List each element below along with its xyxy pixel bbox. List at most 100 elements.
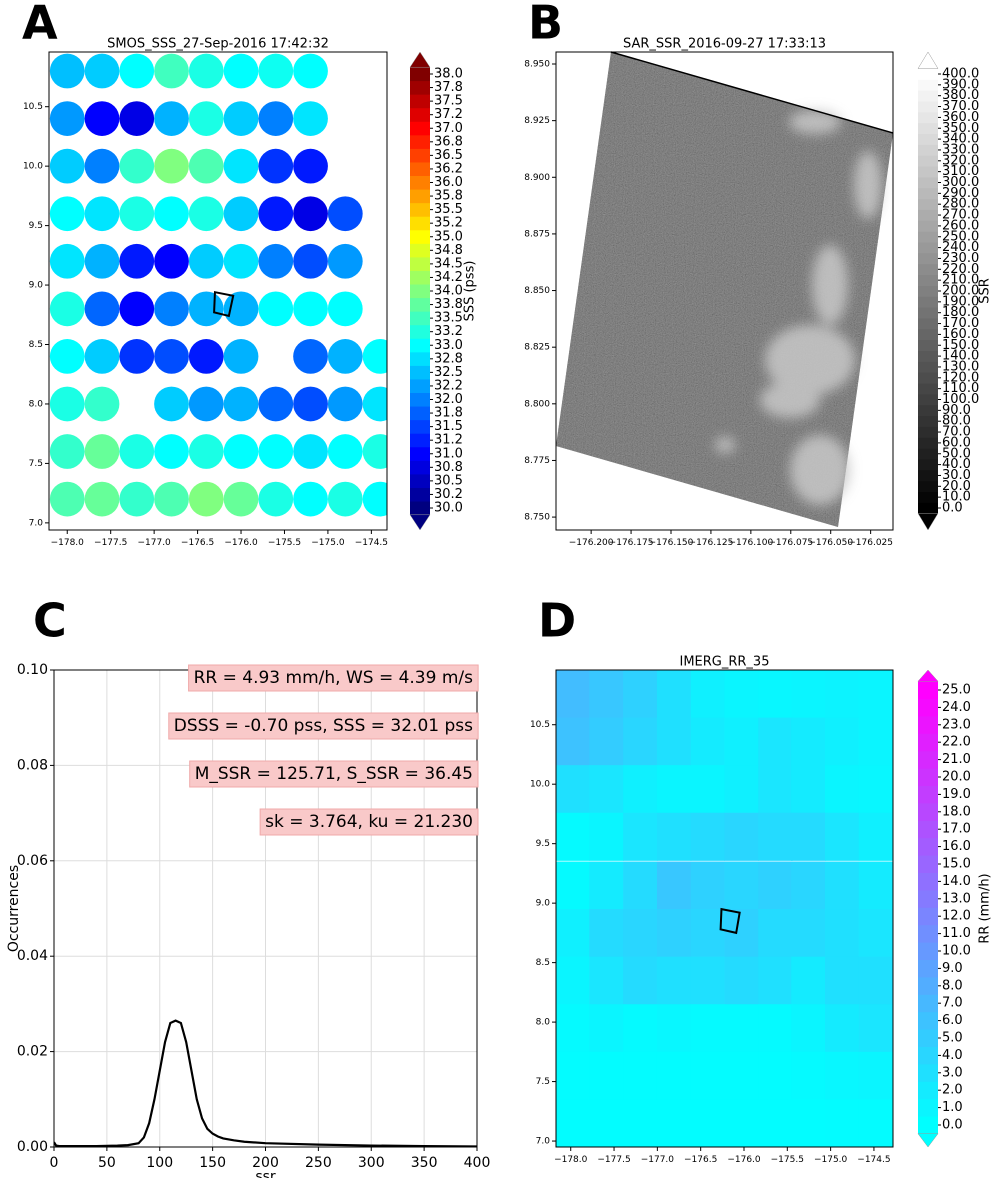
colorbar-band — [410, 460, 430, 475]
colorbar-tick-label: 6.0 — [942, 1013, 963, 1028]
plot-area — [556, 670, 893, 1147]
colorbar-tick-label: 32.5 — [434, 365, 463, 380]
heat-cell — [824, 1051, 860, 1100]
colorbar-tick-label: 36.2 — [434, 161, 463, 176]
heat-cell — [824, 1099, 860, 1147]
heat-cell — [758, 1004, 793, 1053]
data-point — [84, 53, 120, 89]
colorbar-tick-label: 20.0 — [942, 479, 971, 494]
data-point — [327, 386, 363, 422]
x-tick-label: 200 — [252, 1155, 279, 1171]
colorbar-band — [918, 220, 938, 232]
heat-cell — [556, 861, 590, 910]
y-tick-label: 0.08 — [17, 757, 48, 773]
colorbar-tick-label: 180.0 — [942, 305, 979, 320]
chart-title: SAR_SSR_2016-09-27 17:33:13 — [623, 37, 826, 52]
colorbar-tick-label: 18.0 — [942, 804, 971, 819]
heat-cell — [556, 717, 590, 766]
x-tick-label: −177.5 — [597, 1155, 630, 1165]
colorbar-band — [410, 487, 430, 502]
data-point — [258, 148, 294, 184]
heat-cell — [758, 1099, 793, 1147]
data-point — [49, 291, 85, 327]
heat-cell — [623, 956, 658, 1005]
colorbar-band — [918, 855, 938, 873]
colorbar-tick-label: 30.5 — [434, 473, 463, 488]
data-point — [293, 243, 328, 279]
y-tick-label: 8.925 — [524, 116, 550, 126]
x-tick-label: −176.175 — [609, 538, 654, 548]
colorbar-band — [410, 216, 430, 231]
colorbar-band — [918, 448, 938, 460]
heat-cell — [589, 1099, 624, 1147]
colorbar-band — [918, 1116, 938, 1134]
heat-cell — [623, 717, 658, 766]
colorbar-tick-label: 36.0 — [434, 175, 463, 190]
colorbar-tick-label: 160.0 — [942, 327, 979, 342]
x-tick-label: −177.5 — [94, 538, 127, 548]
colorbar-band — [918, 491, 938, 503]
data-point — [119, 243, 155, 279]
colorbar-band — [918, 79, 938, 91]
colorbar-tick-label: 5.0 — [942, 1031, 963, 1046]
colorbar-band — [918, 889, 938, 908]
colorbar-band — [410, 392, 430, 407]
colorbar-tick-label: 110.0 — [942, 381, 979, 396]
colorbar-band — [918, 350, 938, 362]
colorbar-band — [918, 994, 938, 1013]
colorbar-tick-label: 380.0 — [942, 88, 979, 103]
data-point — [258, 101, 294, 136]
sar-image — [556, 51, 894, 527]
colorbar-band — [410, 324, 430, 339]
colorbar-band — [918, 274, 938, 286]
colorbar-tick-label: 4.0 — [942, 1048, 963, 1063]
colorbar-tick-label: 37.2 — [434, 107, 463, 122]
heat-cell — [623, 909, 658, 958]
colorbar-tick-label: 30.0 — [942, 468, 971, 483]
sar-edge — [610, 51, 894, 134]
colorbar-band — [918, 480, 938, 493]
heat-cell — [690, 717, 725, 766]
colorbar-band — [918, 372, 938, 384]
colorbar-tick-label: 170.0 — [942, 316, 979, 331]
data-point — [154, 101, 189, 136]
colorbar-band — [410, 338, 430, 353]
heat-cell — [556, 1051, 590, 1100]
colorbar-tick-label: 40.0 — [942, 457, 971, 472]
colorbar-tick-label: 31.0 — [434, 446, 463, 461]
y-axis-label: Occurrences — [6, 865, 22, 952]
colorbar-band — [410, 351, 430, 366]
data-point — [49, 386, 85, 422]
colorbar-tick-label: 30.2 — [434, 487, 463, 502]
data-point — [188, 196, 224, 232]
colorbar-tick-label: 32.8 — [434, 351, 463, 366]
panel-label: C — [33, 594, 67, 648]
colorbar-label: SSS (pss) — [463, 261, 478, 322]
colorbar-band — [918, 437, 938, 449]
colorbar-band — [410, 229, 430, 244]
x-tick-label: −176.075 — [768, 538, 813, 548]
colorbar-tick-label: 1.0 — [942, 1100, 963, 1115]
colorbar-band — [918, 1011, 938, 1030]
x-tick-label: −176.0 — [727, 1155, 761, 1165]
data-point — [293, 386, 328, 422]
data-point — [119, 53, 155, 89]
colorbar-tick-label: 140.0 — [942, 349, 979, 364]
colorbar-band — [918, 111, 938, 124]
data-point — [154, 291, 189, 327]
data-point — [119, 434, 155, 469]
data-point — [84, 148, 120, 184]
colorbar-tick-label: 190.0 — [942, 294, 979, 309]
data-point — [327, 434, 363, 469]
data-point — [362, 481, 387, 517]
data-point — [327, 196, 363, 232]
data-point — [223, 243, 259, 279]
colorbar-tick-label: 200.0 — [942, 284, 979, 299]
colorbar-band — [918, 872, 938, 891]
y-tick-label: 8.0 — [536, 1018, 551, 1028]
heat-cell — [858, 1099, 893, 1147]
data-point — [223, 148, 259, 184]
data-point — [293, 101, 328, 136]
heat-cell — [556, 1004, 590, 1053]
